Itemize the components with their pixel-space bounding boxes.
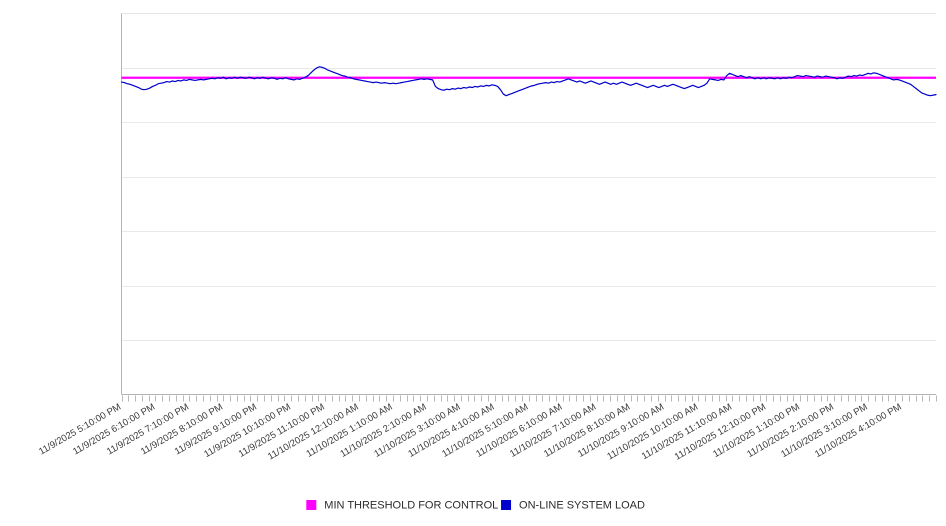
legend-item[interactable]: MIN THRESHOLD FOR CONTROL <box>306 499 498 511</box>
legend[interactable]: MIN THRESHOLD FOR CONTROL ON-LINE SYSTEM … <box>306 499 645 511</box>
gridlines-group <box>121 13 936 341</box>
legend-label: ON-LINE SYSTEM LOAD <box>519 499 645 511</box>
x-tick-marks-group <box>122 395 937 402</box>
legend-item[interactable]: ON-LINE SYSTEM LOAD <box>501 499 645 511</box>
legend-swatch <box>501 500 512 510</box>
legend-label: MIN THRESHOLD FOR CONTROL <box>324 499 498 511</box>
series-on-line-system-load <box>120 66 937 97</box>
series-group <box>120 66 937 97</box>
legend-swatch <box>306 500 317 510</box>
